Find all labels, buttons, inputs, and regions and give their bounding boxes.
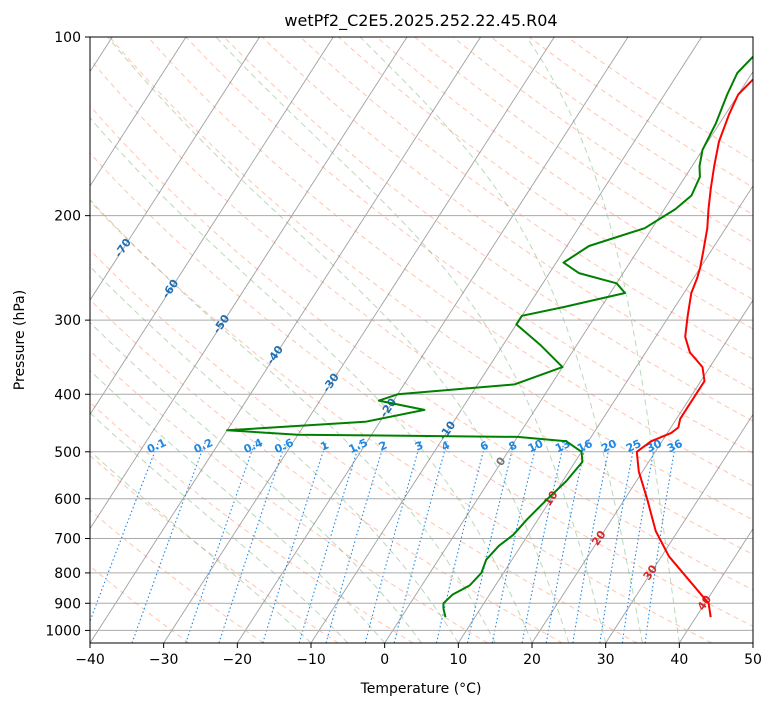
moist-adiabat-line: [90, 117, 533, 643]
isotherm-line: [531, 299, 753, 643]
dry-adiabat-line: [90, 249, 638, 643]
x-tick-label: 30: [597, 652, 615, 668]
dry-adiabat-line: [90, 58, 753, 555]
y-tick-label: 600: [54, 492, 81, 508]
isotherm-line: [163, 37, 555, 643]
x-tick-label: 50: [744, 652, 762, 668]
x-axis-ticks: −40 −30 −20 −10 0 10 20 30 40 50: [75, 643, 762, 668]
dry-adiabat-line: [90, 105, 753, 591]
mixing-ratio-line: [599, 441, 636, 643]
isotherm-line: [90, 37, 260, 301]
y-tick-label: 100: [54, 30, 81, 46]
x-tick-label: −20: [223, 652, 253, 668]
y-tick-label: 200: [54, 209, 81, 225]
mixing-ratio-line: [393, 441, 448, 643]
moist-adiabat-line: [359, 37, 643, 643]
isotherm-line: [90, 37, 334, 416]
mixing-ratio-labels: 0.1 0.2 0.4 0.6 1 1.5 2 3 4 6 8 10 13 16 20 25 30 36: [145, 436, 685, 456]
dry-adiabat-line: [90, 349, 488, 643]
isotherm-line: [90, 37, 408, 530]
dry-adiabat-line: [338, 37, 753, 330]
dewpoint-profile-line: [226, 55, 753, 618]
y-tick-label: 300: [54, 313, 81, 329]
mixing-ratio-line: [325, 441, 386, 643]
dry-adiabat-line: [185, 37, 753, 454]
isotherm-line: [457, 185, 753, 643]
moist-adiabat-line: [90, 369, 386, 643]
chart-title: wetPf2_C2E5.2025.252.22.45.R04: [284, 11, 557, 31]
y-tick-label: 800: [54, 566, 81, 582]
mixing-ratio-label: 10: [526, 437, 546, 455]
x-axis-label: Temperature (°C): [360, 681, 482, 697]
mixing-ratio-line: [572, 441, 611, 643]
sounding-profiles: [226, 55, 753, 618]
dry-adiabat-line: [90, 152, 753, 627]
x-tick-label: 20: [523, 652, 541, 668]
moist-adiabat-line: [90, 265, 459, 643]
dry-adiabat-line: [90, 299, 563, 643]
mixing-ratio-line: [298, 441, 361, 643]
x-tick-label: −30: [149, 652, 179, 668]
mixing-ratio-line: [545, 441, 587, 643]
x-tick-label: 10: [449, 652, 467, 668]
mixing-ratio-label: 36: [665, 437, 685, 455]
mixing-ratio-label: 20: [599, 437, 619, 455]
moist-adiabat-line: [215, 37, 607, 643]
x-tick-label: 40: [670, 652, 688, 668]
moist-adiabat-line: [90, 321, 422, 643]
y-tick-label: 900: [54, 596, 81, 612]
mixing-ratio-line: [466, 441, 515, 643]
mixing-ratio-line: [435, 441, 487, 643]
y-axis-ticks: 100 200 300 400 500 600 700 800 900 1000: [45, 30, 90, 639]
isotherm-line: [384, 70, 753, 643]
isotherm-line: [310, 37, 702, 643]
mixing-ratio-line: [364, 441, 422, 643]
y-axis-label: Pressure (hPa): [12, 290, 28, 390]
isotherm-line: [605, 413, 753, 643]
mixing-ratio-line: [185, 441, 256, 643]
dry-adiabat-line: [90, 200, 712, 643]
mixing-ratio-line: [491, 441, 538, 643]
pressure-gridlines: [90, 37, 753, 631]
mixing-ratio-line: [131, 441, 207, 643]
dry-adiabat-line: [90, 509, 264, 643]
isotherm-line: [90, 37, 187, 187]
dry-adiabat-line: [261, 37, 753, 391]
mixing-ratio-line: [621, 441, 656, 643]
mixing-ratio-line: [644, 441, 677, 643]
isotherm-line: [236, 37, 629, 643]
isotherm-line: [90, 37, 481, 643]
y-tick-label: 700: [54, 532, 81, 548]
x-tick-label: 0: [380, 652, 389, 668]
y-tick-label: 500: [54, 445, 81, 461]
temperature-profile-line: [635, 78, 753, 618]
isotherm-line: [678, 527, 753, 643]
moist-adiabat-line: [90, 412, 349, 643]
plot-frame: [89, 36, 754, 644]
x-tick-label: −40: [75, 652, 105, 668]
y-tick-label: 400: [54, 387, 81, 403]
moist-adiabat-line: [526, 37, 680, 643]
mixing-ratio-line: [521, 441, 565, 643]
mixing-ratio-line: [262, 441, 328, 643]
dry-adiabat-line: [147, 37, 753, 487]
moist-adiabat-line: [107, 37, 570, 643]
y-tick-label: 1000: [45, 623, 81, 639]
dry-adiabat-line: [109, 37, 753, 521]
background-lines: [90, 37, 753, 643]
x-tick-label: −10: [296, 652, 326, 668]
